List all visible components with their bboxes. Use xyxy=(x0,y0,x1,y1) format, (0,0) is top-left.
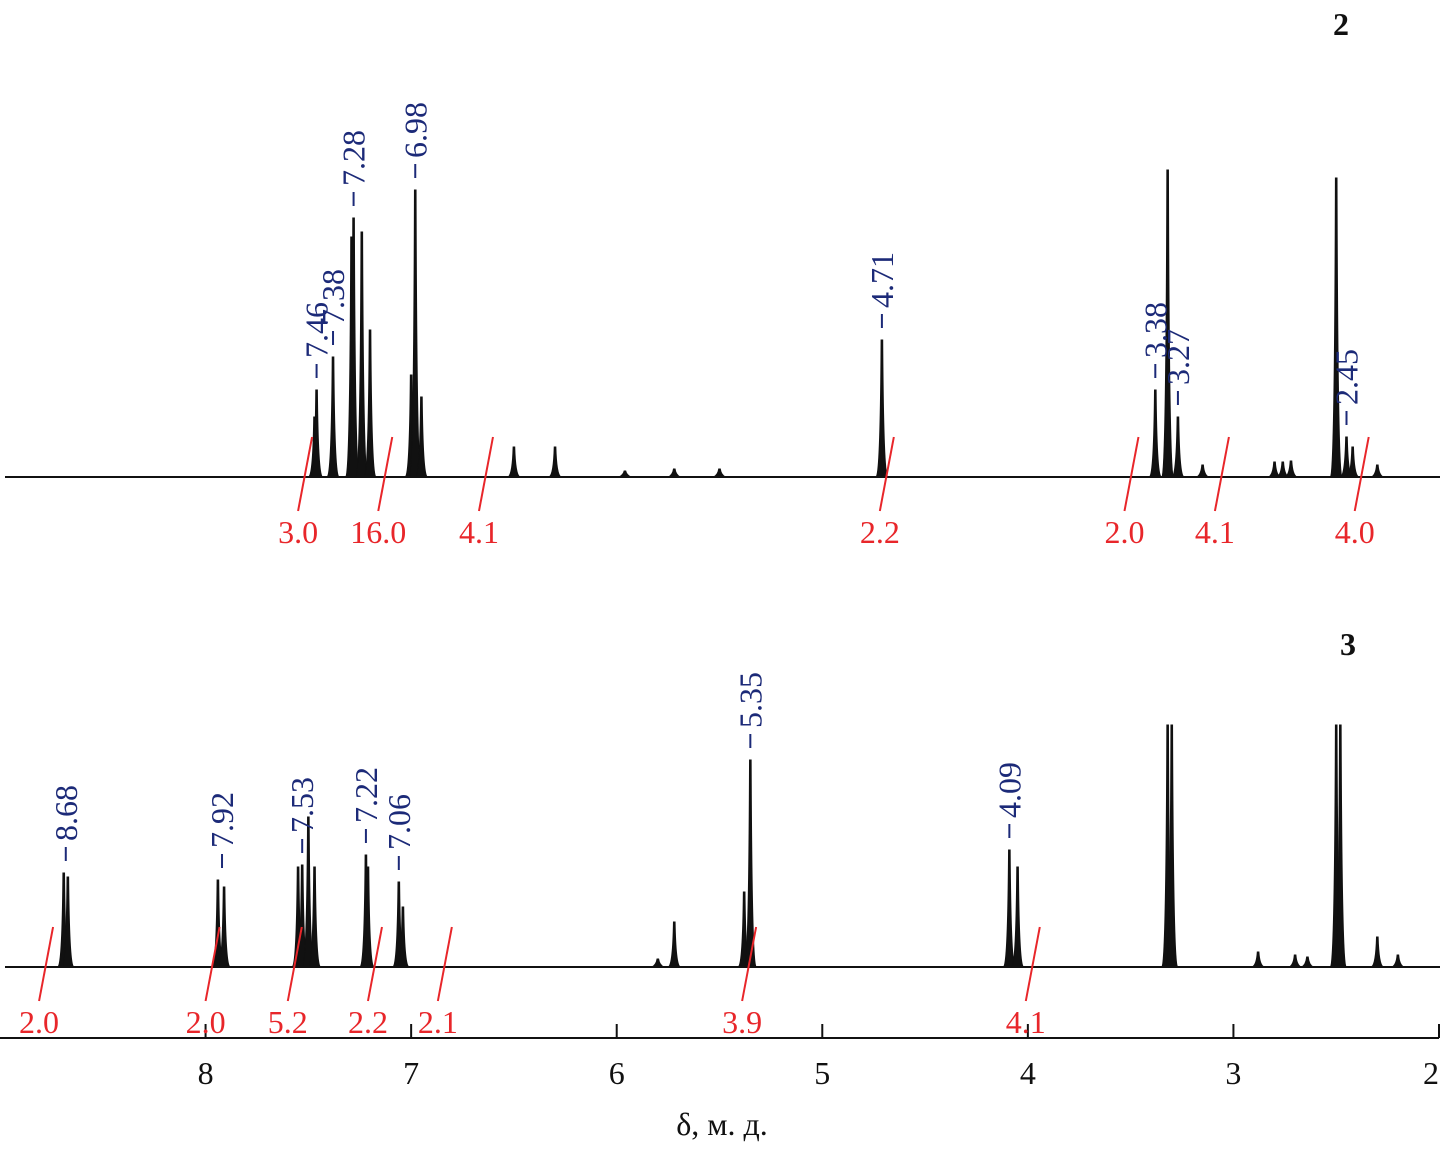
integral-curve xyxy=(436,926,453,1002)
x-tick-label: 4 xyxy=(1020,1055,1036,1091)
peak xyxy=(217,886,231,968)
shift-label: 7.46 xyxy=(299,302,335,358)
peak xyxy=(667,921,681,968)
peak xyxy=(326,356,340,478)
x-axis-label: δ, м. д. xyxy=(676,1106,768,1142)
spectrum-label: 2 xyxy=(1333,6,1349,42)
integral-curve xyxy=(366,926,383,1002)
shift-label: 3.38 xyxy=(1137,302,1173,358)
x-tick-label: 8 xyxy=(198,1055,214,1091)
integral-curve xyxy=(1024,926,1041,1002)
shift-label: 7.22 xyxy=(348,767,384,823)
peak xyxy=(1333,724,1347,968)
peak xyxy=(548,446,562,478)
peak xyxy=(1371,936,1384,968)
integral-curve xyxy=(204,926,221,1002)
shift-label: 7.92 xyxy=(204,792,240,848)
shift-label: 7.06 xyxy=(381,794,417,850)
x-tick-label: 5 xyxy=(814,1055,830,1091)
peak xyxy=(743,759,757,968)
peak xyxy=(308,866,321,968)
peak xyxy=(1161,169,1175,478)
shift-label: 7.28 xyxy=(336,130,372,186)
integral-label: 4.1 xyxy=(1006,1004,1046,1040)
peak xyxy=(1148,389,1162,478)
peak xyxy=(1171,416,1185,478)
shift-label: 4.09 xyxy=(991,762,1027,818)
peak xyxy=(361,866,375,968)
peak xyxy=(618,470,632,478)
peak xyxy=(347,217,361,478)
integral-curve xyxy=(1213,436,1230,512)
x-tick-label: 2 xyxy=(1423,1055,1439,1091)
integral-curve xyxy=(377,436,394,512)
peak xyxy=(1346,446,1359,478)
peak xyxy=(355,231,369,478)
peak xyxy=(1391,954,1405,968)
shift-label: 3.27 xyxy=(1160,329,1196,385)
integral-label: 2.0 xyxy=(186,1004,226,1040)
peak xyxy=(396,906,410,968)
shift-label: 2.45 xyxy=(1328,349,1364,405)
peak xyxy=(363,329,377,478)
peak xyxy=(1011,866,1024,968)
integral-label: 5.2 xyxy=(268,1004,308,1040)
peak xyxy=(507,446,521,478)
shift-label: 7.38 xyxy=(315,269,351,325)
shift-label: 7.53 xyxy=(284,777,320,833)
integral-curve xyxy=(1353,436,1370,512)
x-tick-label: 6 xyxy=(609,1055,625,1091)
integral-label: 4.1 xyxy=(1195,514,1235,550)
shift-label: 5.35 xyxy=(732,672,768,728)
x-tick-label: 3 xyxy=(1225,1055,1241,1091)
peak xyxy=(1288,954,1302,968)
integral-label: 2.0 xyxy=(1104,514,1144,550)
shift-label: 8.68 xyxy=(48,785,84,841)
integral-curve xyxy=(477,436,494,512)
integral-label: 2.2 xyxy=(348,1004,388,1040)
peak xyxy=(415,396,428,478)
peak xyxy=(668,468,681,478)
peak xyxy=(875,339,889,478)
peak xyxy=(713,468,726,478)
integral-label: 3.0 xyxy=(278,514,318,550)
integral-label: 16.0 xyxy=(350,514,406,550)
peak xyxy=(61,876,75,968)
peak xyxy=(1165,724,1179,968)
integral-label: 2.0 xyxy=(19,1004,59,1040)
peak xyxy=(1371,464,1384,478)
integral-label: 2.1 xyxy=(418,1004,458,1040)
peak xyxy=(651,958,665,968)
integral-curve xyxy=(1123,436,1140,512)
x-tick-label: 7 xyxy=(403,1055,419,1091)
peak xyxy=(1329,177,1343,478)
peak xyxy=(310,389,323,478)
shift-label: 4.71 xyxy=(864,252,900,308)
integral-curve xyxy=(38,926,55,1002)
peak xyxy=(1251,951,1265,968)
integral-label: 4.0 xyxy=(1335,514,1375,550)
integral-curve xyxy=(878,436,895,512)
integral-label: 2.2 xyxy=(860,514,900,550)
spectrum-label: 3 xyxy=(1340,626,1356,662)
integral-label: 3.9 xyxy=(722,1004,762,1040)
peak xyxy=(1284,460,1298,478)
integral-curve xyxy=(286,926,303,1002)
peak xyxy=(1196,464,1209,478)
integral-curve xyxy=(741,926,758,1002)
peak xyxy=(1301,956,1314,968)
peak xyxy=(1002,849,1016,968)
integral-label: 4.1 xyxy=(459,514,499,550)
shift-label: 6.98 xyxy=(397,102,433,158)
integral-curve xyxy=(297,436,314,512)
